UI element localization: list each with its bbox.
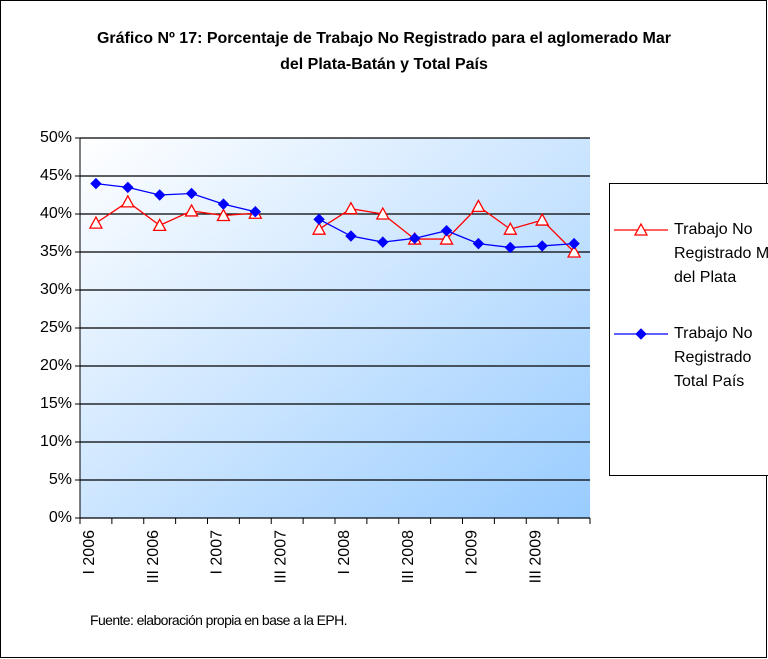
data-point xyxy=(153,189,166,201)
y-tick-label: 45% xyxy=(40,167,72,184)
y-tick-label: 5% xyxy=(49,471,72,488)
data-point xyxy=(472,237,485,250)
chart-title: Gráfico Nº 17: Porcentaje de Trabajo No … xyxy=(96,30,671,73)
y-tick-label: 25% xyxy=(40,319,72,336)
data-point xyxy=(377,236,389,248)
data-point xyxy=(375,206,390,220)
data-point xyxy=(536,240,548,252)
x-tick-label: I 2009 xyxy=(464,530,481,575)
x-tick-label: III 2006 xyxy=(145,530,162,583)
y-tick-label: 35% xyxy=(40,243,72,260)
legend-marker xyxy=(633,222,649,236)
y-tick-label: 20% xyxy=(40,357,72,374)
data-point xyxy=(122,181,134,194)
x-tick-label: I 2006 xyxy=(81,530,98,575)
data-point xyxy=(471,199,486,213)
data-point xyxy=(249,206,262,218)
x-tick-label: III 2008 xyxy=(400,530,417,583)
y-tick-label: 0% xyxy=(49,509,72,526)
data-point xyxy=(535,212,550,226)
x-tick-label: I 2008 xyxy=(336,530,353,575)
data-point xyxy=(311,221,327,235)
data-point xyxy=(345,230,357,242)
y-tick-label: 50% xyxy=(40,129,72,146)
data-point xyxy=(120,194,135,208)
x-tick-label: III 2007 xyxy=(272,530,289,583)
data-point xyxy=(184,203,199,217)
data-point xyxy=(88,215,104,229)
data-point xyxy=(408,232,421,245)
data-point xyxy=(185,187,198,200)
data-point xyxy=(217,198,230,210)
data-point xyxy=(152,218,167,232)
y-tick-label: 40% xyxy=(40,205,72,222)
data-point xyxy=(343,201,359,215)
legend-label: Trabajo No Registrado Total País xyxy=(674,325,753,390)
x-tick-label: I 2007 xyxy=(209,530,226,575)
data-point xyxy=(216,208,231,222)
data-point xyxy=(90,177,102,190)
y-tick-label: 15% xyxy=(40,395,72,412)
y-tick-label: 30% xyxy=(40,281,72,298)
data-point xyxy=(313,213,325,226)
data-point xyxy=(568,237,580,250)
legend-label: Trabajo No Registrado Mar del Plata xyxy=(674,221,768,286)
data-point xyxy=(503,221,518,235)
data-point xyxy=(440,225,453,237)
data-point xyxy=(566,244,582,258)
data-point xyxy=(439,231,454,245)
x-tick-label: III 2009 xyxy=(527,530,544,583)
data-point xyxy=(504,241,517,254)
y-tick-label: 10% xyxy=(40,433,72,450)
legend-box xyxy=(609,183,768,476)
legend-marker xyxy=(635,328,647,340)
source-note: Fuente: elaboración propia en base a la … xyxy=(90,612,348,628)
